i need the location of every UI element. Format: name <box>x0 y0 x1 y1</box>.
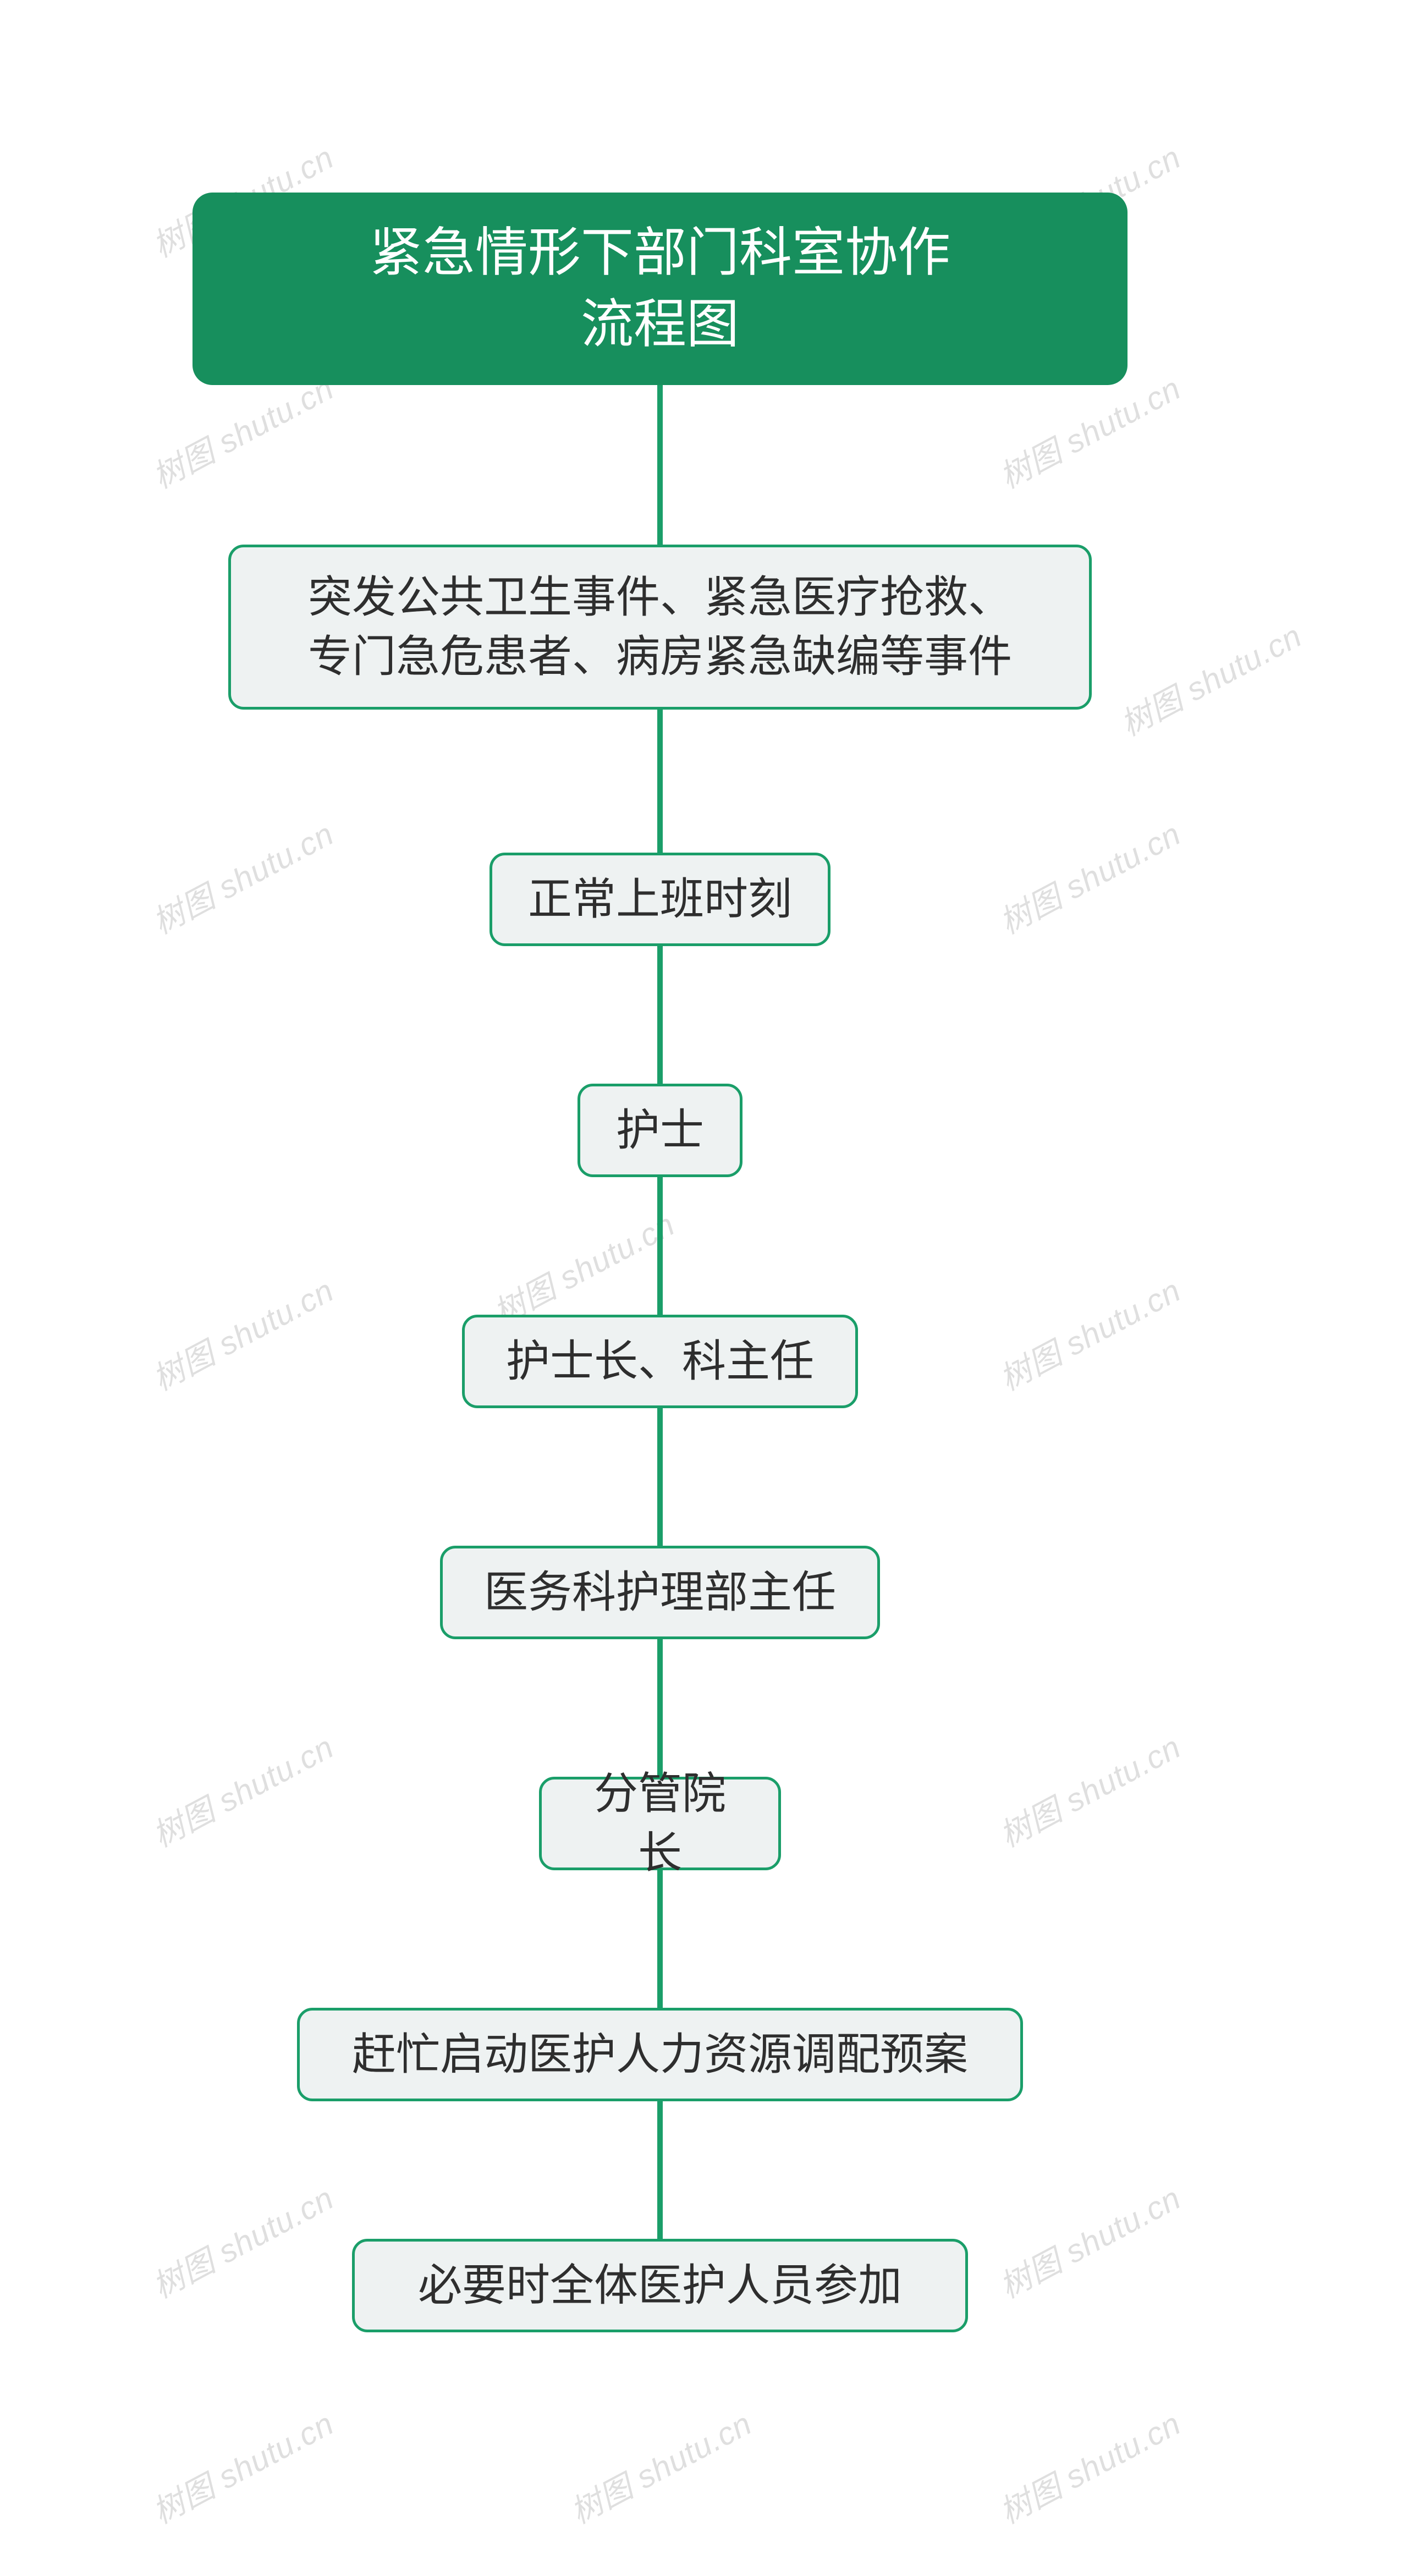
step-node-launch-plan: 赶忙启动医护人力资源调配预案 <box>297 2008 1023 2101</box>
watermark: 树图 shutu.cn <box>561 2398 758 2533</box>
step-node-head-nurse: 护士长、科主任 <box>462 1315 858 1408</box>
step-node-events: 突发公共卫生事件、紧急医疗抢救、 专门急危患者、病房紧急缺编等事件 <box>228 545 1092 710</box>
edge <box>657 1177 663 1315</box>
watermark: 树图 shutu.cn <box>143 2398 340 2533</box>
edge <box>657 1408 663 1546</box>
step-node-nurse: 护士 <box>578 1084 743 1177</box>
watermark: 树图 shutu.cn <box>1111 611 1308 745</box>
edge <box>657 1870 663 2008</box>
step-node-nursing-director: 医务科护理部主任 <box>440 1546 880 1639</box>
edge <box>657 2101 663 2239</box>
watermark: 树图 shutu.cn <box>143 2173 340 2307</box>
watermark: 树图 shutu.cn <box>484 1199 681 1333</box>
edge <box>657 946 663 1084</box>
step-node-all-staff: 必要时全体医护人员参加 <box>352 2239 968 2332</box>
flowchart-canvas: 树图 shutu.cn 树图 shutu.cn 树图 shutu.cn 树图 s… <box>0 0 1408 2576</box>
watermark: 树图 shutu.cn <box>143 1265 340 1399</box>
title-node: 紧急情形下部门科室协作 流程图 <box>193 193 1128 385</box>
watermark: 树图 shutu.cn <box>990 809 1187 943</box>
edge <box>657 385 663 545</box>
edge <box>657 1639 663 1777</box>
step-node-work-hours: 正常上班时刻 <box>490 853 831 946</box>
watermark: 树图 shutu.cn <box>143 1722 340 1856</box>
watermark: 树图 shutu.cn <box>990 2173 1187 2307</box>
edge <box>657 710 663 853</box>
step-node-vice-president: 分管院长 <box>539 1777 781 1870</box>
watermark: 树图 shutu.cn <box>990 1722 1187 1856</box>
watermark: 树图 shutu.cn <box>143 809 340 943</box>
watermark: 树图 shutu.cn <box>990 2398 1187 2533</box>
watermark: 树图 shutu.cn <box>990 1265 1187 1399</box>
